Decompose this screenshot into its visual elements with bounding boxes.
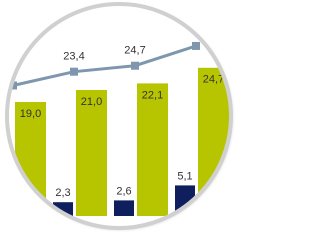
data-label: 2,6 (116, 185, 131, 197)
data-label: 5,1 (177, 170, 192, 182)
data-label: 23,4 (63, 51, 84, 63)
chart: 2,3 2,65,119,021,022,124,7,423,4 24,7 (5, 2, 233, 230)
bar (137, 83, 168, 217)
bar (76, 90, 107, 216)
page: 2,32,65,119,021,022,124,7,423,424,7 (() … (5, 2, 233, 230)
circle-background (7, 4, 231, 228)
data-label: 21,0 (81, 96, 102, 108)
line-marker (192, 41, 200, 50)
data-label: 24,7 (203, 74, 224, 86)
line-marker (70, 67, 78, 76)
bar (198, 67, 229, 216)
data-label: 2,3 (55, 187, 70, 199)
line (12, 44, 197, 87)
circle-border (5, 2, 233, 230)
data-label: 24,7 (124, 45, 145, 57)
data-label: 22,1 (142, 89, 163, 101)
bar (114, 200, 134, 216)
data-label: 19,0 (20, 108, 41, 120)
line-marker (131, 61, 139, 70)
